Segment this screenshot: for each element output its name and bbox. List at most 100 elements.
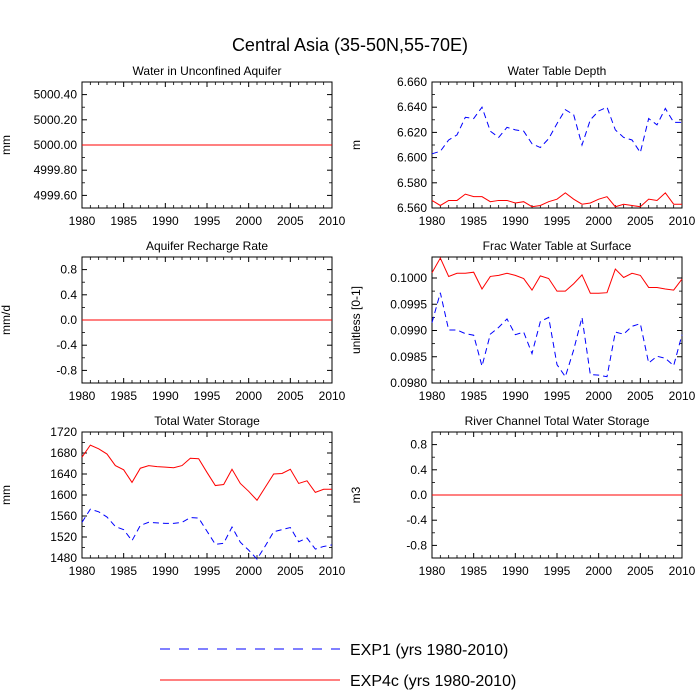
y-tick-label: 5000.40 — [34, 88, 78, 102]
x-tick-label: 1985 — [110, 389, 137, 403]
x-tick-label: 1995 — [194, 564, 221, 578]
x-tick-label: 1995 — [194, 214, 221, 228]
y-tick-label: 0.0990 — [390, 324, 427, 338]
x-tick-label: 1985 — [460, 214, 487, 228]
y-tick-label: 6.600 — [397, 151, 427, 165]
x-tick-label: 1985 — [110, 564, 137, 578]
legend-label: EXP1 (yrs 1980-2010) — [350, 642, 508, 659]
y-axis-label: unitless [0-1] — [349, 286, 363, 354]
y-tick-label: 6.580 — [397, 176, 427, 190]
x-tick-label: 2010 — [319, 389, 346, 403]
y-axis-label: mm — [0, 485, 13, 505]
panel-5: Total Water Storage mm 1980 1985 1990 1995 200… — [0, 414, 346, 578]
x-tick-label: 2005 — [627, 564, 654, 578]
x-tick-label: 2010 — [669, 214, 696, 228]
panel-title: Aquifer Recharge Rate — [146, 239, 268, 253]
panel-3: Aquifer Recharge Rate mm/d 1980 1985 1990 199… — [0, 239, 346, 403]
panels: Water in Unconfined Aquifer mm 1980 1985 199… — [0, 64, 696, 578]
x-tick-label: 2005 — [277, 389, 304, 403]
series-line-exp4c — [431, 256, 683, 294]
panel-6: River Channel Total Water Storage m3 1980 1… — [349, 414, 696, 578]
y-tick-label: 1520 — [50, 530, 77, 544]
series-line-exp4c — [81, 444, 332, 502]
x-tick-label: 2000 — [235, 564, 262, 578]
x-tick-label: 1990 — [152, 214, 179, 228]
x-tick-label: 2000 — [235, 214, 262, 228]
y-axis-label: m3 — [349, 486, 363, 503]
y-tick-label: 4999.60 — [34, 188, 78, 202]
y-tick-label: 1640 — [50, 467, 77, 481]
y-tick-label: 4999.80 — [34, 163, 78, 177]
y-tick-label: 1720 — [50, 425, 77, 439]
y-tick-label: 0.8 — [410, 438, 427, 452]
y-tick-label: 0.0985 — [390, 350, 427, 364]
x-tick-label: 2010 — [319, 564, 346, 578]
y-tick-label: 6.560 — [397, 201, 427, 215]
y-tick-label: -0.4 — [56, 338, 77, 352]
y-tick-label: 5000.00 — [34, 138, 78, 152]
y-tick-label: 1600 — [50, 488, 77, 502]
legend-label: EXP4c (yrs 1980-2010) — [350, 673, 516, 690]
legend: EXP1 (yrs 1980-2010) EXP4c (yrs 1980-2010… — [160, 642, 516, 690]
x-tick-label: 2000 — [585, 564, 612, 578]
y-tick-label: 5000.20 — [34, 113, 78, 127]
y-tick-label: 0.0 — [60, 313, 77, 327]
x-tick-label: 1995 — [544, 389, 571, 403]
x-tick-label: 1980 — [419, 564, 446, 578]
x-tick-label: 2000 — [585, 214, 612, 228]
y-tick-label: 0.4 — [410, 463, 427, 477]
y-axis-label: m — [349, 140, 363, 150]
x-tick-label: 1995 — [544, 214, 571, 228]
x-tick-label: 2005 — [627, 214, 654, 228]
x-tick-label: 2005 — [277, 214, 304, 228]
y-tick-label: 0.4 — [60, 288, 77, 302]
y-tick-label: 0.8 — [60, 263, 77, 277]
x-tick-label: 2000 — [235, 389, 262, 403]
y-tick-label: 1480 — [50, 551, 77, 565]
y-tick-label: 6.660 — [397, 75, 427, 89]
y-tick-label: 1560 — [50, 509, 77, 523]
x-tick-label: 1980 — [69, 389, 96, 403]
x-tick-label: 1985 — [110, 214, 137, 228]
x-tick-label: 1995 — [194, 389, 221, 403]
y-tick-label: 6.620 — [397, 125, 427, 139]
plot-frame — [431, 81, 683, 209]
panel-2: Water Table Depth m 1980 1985 1990 1995 2000 20… — [349, 64, 696, 228]
y-tick-label: 0.0995 — [390, 297, 427, 311]
series-line-exp1 — [431, 292, 683, 378]
x-tick-label: 2005 — [277, 564, 304, 578]
x-tick-label: 1985 — [460, 389, 487, 403]
x-tick-label: 1990 — [502, 564, 529, 578]
panel-title: Frac Water Table at Surface — [483, 239, 632, 253]
x-tick-label: 2005 — [627, 389, 654, 403]
x-tick-label: 1990 — [152, 564, 179, 578]
x-tick-label: 1980 — [419, 214, 446, 228]
x-tick-label: 1980 — [69, 214, 96, 228]
y-axis-label: mm/d — [0, 305, 13, 335]
y-tick-label: 0.0980 — [390, 376, 427, 390]
y-tick-label: -0.8 — [406, 538, 427, 552]
x-tick-label: 1985 — [460, 564, 487, 578]
y-tick-label: 0.0 — [410, 488, 427, 502]
panel-title: Water in Unconfined Aquifer — [133, 64, 282, 78]
y-tick-label: -0.8 — [56, 363, 77, 377]
y-tick-label: 6.640 — [397, 100, 427, 114]
plot-frame — [81, 431, 333, 559]
panel-title: Total Water Storage — [154, 414, 260, 428]
panel-title: River Channel Total Water Storage — [465, 414, 650, 428]
x-tick-label: 2010 — [669, 564, 696, 578]
y-tick-label: 0.1000 — [390, 271, 427, 285]
x-tick-label: 2000 — [585, 389, 612, 403]
x-tick-label: 1980 — [419, 389, 446, 403]
x-tick-label: 1990 — [152, 389, 179, 403]
x-tick-label: 1980 — [69, 564, 96, 578]
series-line-exp1 — [81, 508, 333, 560]
figure-title: Central Asia (35-50N,55-70E) — [232, 35, 468, 55]
x-tick-label: 1995 — [544, 564, 571, 578]
y-tick-label: 1680 — [50, 446, 77, 460]
y-tick-label: -0.4 — [406, 513, 427, 527]
series-line-exp1 — [431, 106, 682, 155]
y-axis-label: mm — [0, 135, 13, 155]
series-line-exp4c — [431, 192, 682, 208]
